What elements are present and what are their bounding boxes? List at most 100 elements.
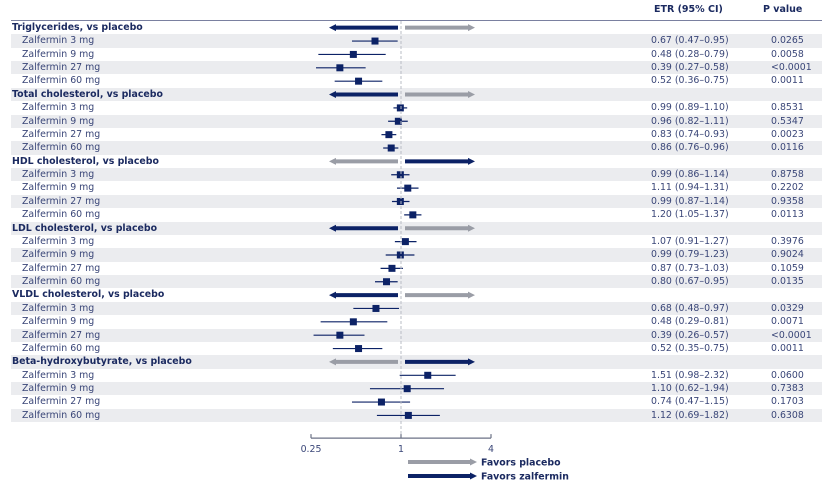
table-row: Zalfermin 3 mg 0.67 (0.47–0.95) 0.0265 bbox=[11, 34, 822, 48]
p-value: 0.0071 bbox=[771, 316, 804, 328]
p-value: 0.0265 bbox=[771, 35, 804, 47]
table-row: Zalfermin 60 mg 1.20 (1.05–1.37) 0.0113 bbox=[11, 208, 822, 221]
etr-value: 0.99 (0.87–1.14) bbox=[651, 195, 729, 207]
dose-label: Zalfermin 9 mg bbox=[22, 182, 95, 194]
table-row: Zalfermin 3 mg 1.07 (0.91–1.27) 0.3976 bbox=[11, 235, 822, 248]
table-row: Zalfermin 9 mg 0.48 (0.28–0.79) 0.0058 bbox=[11, 48, 822, 61]
p-value-column-header: P value bbox=[763, 4, 803, 15]
etr-value: 0.39 (0.27–0.58) bbox=[651, 62, 729, 74]
p-value: 0.3976 bbox=[771, 235, 804, 247]
dose-label: Zalfermin 60 mg bbox=[22, 409, 101, 421]
group-header-row: LDL cholesterol, vs placebo bbox=[11, 221, 822, 235]
p-value: 0.6308 bbox=[771, 409, 804, 421]
dose-label: Zalfermin 60 mg bbox=[22, 209, 101, 221]
dose-label: Zalfermin 27 mg bbox=[22, 195, 101, 207]
etr-value: 1.12 (0.69–1.82) bbox=[651, 409, 729, 421]
dose-label: Zalfermin 9 mg bbox=[22, 316, 95, 328]
dose-label: Zalfermin 3 mg bbox=[22, 169, 95, 181]
etr-value: 0.68 (0.48–0.97) bbox=[651, 302, 729, 314]
table-row: Zalfermin 9 mg 0.99 (0.79–1.23) 0.9024 bbox=[11, 248, 822, 262]
legend-arrowhead-icon bbox=[470, 472, 477, 480]
etr-value: 1.51 (0.98–2.32) bbox=[651, 369, 729, 381]
etr-value: 0.87 (0.73–1.03) bbox=[651, 262, 729, 274]
table-row: Zalfermin 3 mg 1.51 (0.98–2.32) 0.0600 bbox=[11, 369, 822, 382]
table-row: Zalfermin 3 mg 0.99 (0.89–1.10) 0.8531 bbox=[11, 101, 822, 114]
table-row: Zalfermin 60 mg 0.80 (0.67–0.95) 0.0135 bbox=[11, 275, 822, 289]
table-row: Zalfermin 27 mg 0.39 (0.26–0.57) <0.0001 bbox=[11, 328, 822, 342]
legend-arrowhead-icon bbox=[470, 458, 477, 466]
group-label: LDL cholesterol, vs placebo bbox=[12, 222, 158, 234]
etr-value: 0.74 (0.47–1.15) bbox=[651, 396, 729, 408]
group-header-row: Triglycerides, vs placebo bbox=[11, 21, 822, 34]
table-row: Zalfermin 60 mg 0.52 (0.36–0.75) 0.0011 bbox=[11, 74, 822, 87]
table-row: Zalfermin 3 mg 0.99 (0.86–1.14) 0.8758 bbox=[11, 168, 822, 182]
dose-label: Zalfermin 60 mg bbox=[22, 342, 101, 354]
p-value: 0.0058 bbox=[771, 48, 804, 60]
group-header-row: Beta-hydroxybutyrate, vs placebo bbox=[11, 355, 822, 369]
dose-label: Zalfermin 3 mg bbox=[22, 302, 95, 314]
p-value: 0.0329 bbox=[771, 302, 804, 314]
dose-label: Zalfermin 3 mg bbox=[22, 102, 95, 114]
dose-label: Zalfermin 27 mg bbox=[22, 262, 101, 274]
group-header-row: HDL cholesterol, vs placebo bbox=[11, 155, 822, 168]
p-value: <0.0001 bbox=[771, 62, 812, 74]
p-value: 0.0135 bbox=[771, 276, 804, 288]
table-row: Zalfermin 9 mg 0.48 (0.29–0.81) 0.0071 bbox=[11, 315, 822, 328]
group-label: Beta-hydroxybutyrate, vs placebo bbox=[12, 356, 192, 368]
etr-value: 0.99 (0.79–1.23) bbox=[651, 249, 729, 261]
table-row: Zalfermin 9 mg 1.10 (0.62–1.94) 0.7383 bbox=[11, 381, 822, 396]
etr-value: 0.48 (0.28–0.79) bbox=[651, 48, 729, 60]
table-row: Zalfermin 27 mg 0.39 (0.27–0.58) <0.0001 bbox=[11, 61, 822, 75]
dose-label: Zalfermin 60 mg bbox=[22, 276, 101, 288]
table-row: Zalfermin 27 mg 0.74 (0.47–1.15) 0.1703 bbox=[11, 395, 822, 408]
etr-value: 1.20 (1.05–1.37) bbox=[651, 209, 729, 221]
group-label: Total cholesterol, vs placebo bbox=[12, 88, 163, 100]
group-header-row: VLDL cholesterol, vs placebo bbox=[11, 288, 822, 301]
dose-label: Zalfermin 9 mg bbox=[22, 249, 95, 261]
dose-label: Zalfermin 9 mg bbox=[22, 382, 95, 394]
legend-label: Favors zalfermin bbox=[481, 472, 569, 483]
dose-label: Zalfermin 27 mg bbox=[22, 396, 101, 408]
table-row: Zalfermin 27 mg 0.83 (0.74–0.93) 0.0023 bbox=[11, 128, 822, 141]
dose-label: Zalfermin 9 mg bbox=[22, 48, 95, 60]
etr-value: 0.52 (0.36–0.75) bbox=[651, 75, 729, 87]
p-value: 0.1703 bbox=[771, 396, 804, 408]
dose-label: Zalfermin 3 mg bbox=[22, 35, 95, 47]
etr-value: 0.96 (0.82–1.11) bbox=[651, 115, 729, 127]
p-value: 0.9358 bbox=[771, 195, 804, 207]
legend-label: Favors placebo bbox=[481, 458, 561, 469]
group-label: Triglycerides, vs placebo bbox=[12, 22, 143, 33]
p-value: 0.5347 bbox=[771, 115, 804, 127]
p-value: 0.8758 bbox=[771, 169, 804, 181]
x-tick-label: 0.25 bbox=[301, 444, 322, 455]
dose-label: Zalfermin 60 mg bbox=[22, 75, 101, 87]
dose-label: Zalfermin 9 mg bbox=[22, 115, 95, 127]
etr-value: 1.10 (0.62–1.94) bbox=[651, 382, 729, 394]
p-value: 0.0023 bbox=[771, 128, 804, 140]
p-value: <0.0001 bbox=[771, 329, 812, 341]
etr-value: 0.48 (0.29–0.81) bbox=[651, 316, 729, 328]
etr-value: 0.67 (0.47–0.95) bbox=[651, 35, 729, 47]
table-row: Zalfermin 60 mg 0.86 (0.76–0.96) 0.0116 bbox=[11, 141, 822, 155]
x-tick-label: 1 bbox=[398, 444, 404, 455]
p-value: 0.7383 bbox=[771, 382, 804, 394]
p-value: 0.9024 bbox=[771, 249, 804, 261]
p-value: 0.1059 bbox=[771, 262, 804, 274]
p-value: 0.0113 bbox=[771, 209, 804, 221]
table-row: Zalfermin 27 mg 0.99 (0.87–1.14) 0.9358 bbox=[11, 194, 822, 209]
p-value: 0.0600 bbox=[771, 369, 804, 381]
group-header-row: Total cholesterol, vs placebo bbox=[11, 87, 822, 102]
etr-value: 0.39 (0.26–0.57) bbox=[651, 329, 729, 341]
dose-label: Zalfermin 3 mg bbox=[22, 369, 95, 381]
etr-value: 1.07 (0.91–1.27) bbox=[651, 235, 729, 247]
dose-label: Zalfermin 27 mg bbox=[22, 128, 101, 140]
etr-value: 0.86 (0.76–0.96) bbox=[651, 142, 729, 154]
etr-value: 0.80 (0.67–0.95) bbox=[651, 276, 729, 288]
etr-value: 0.83 (0.74–0.93) bbox=[651, 128, 729, 140]
p-value: 0.0011 bbox=[771, 75, 804, 87]
table-row: Zalfermin 60 mg 1.12 (0.69–1.82) 0.6308 bbox=[11, 408, 822, 423]
table-row: Zalfermin 3 mg 0.68 (0.48–0.97) 0.0329 bbox=[11, 301, 822, 316]
dose-label: Zalfermin 27 mg bbox=[22, 329, 101, 341]
etr-value: 0.99 (0.86–1.14) bbox=[651, 169, 729, 181]
